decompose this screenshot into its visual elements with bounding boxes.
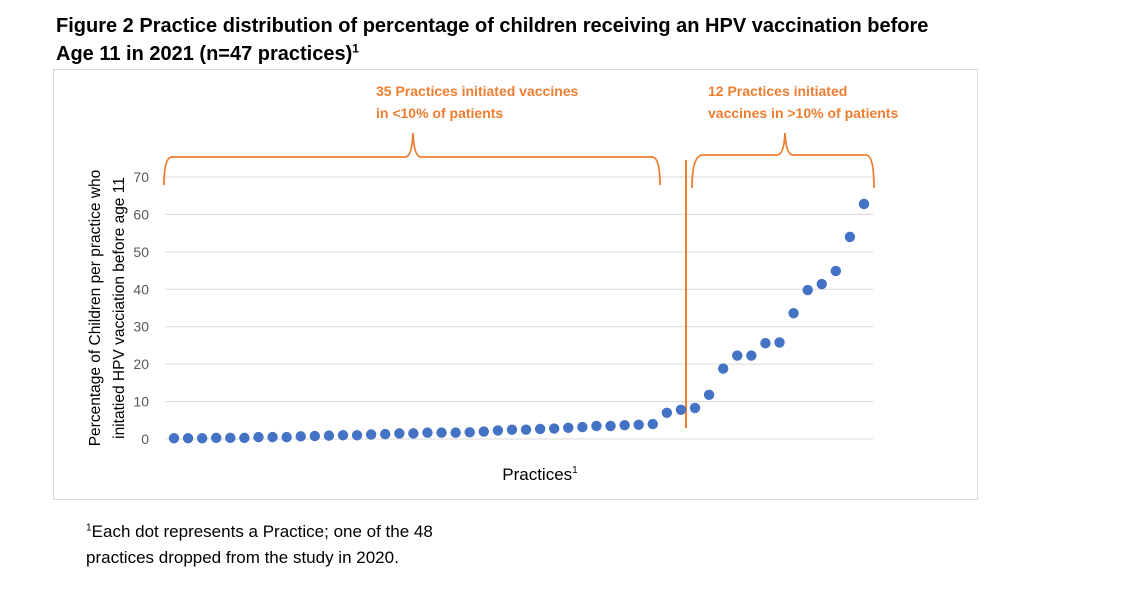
data-point (492, 425, 504, 436)
y-axis-label-line1: Percentage of Children per practice who (87, 170, 104, 447)
data-point (520, 424, 532, 435)
y-axis-label-line2: initatied HPV vacciation before age 11 (111, 177, 128, 439)
data-point (703, 389, 715, 401)
y-axis-label: Percentage of Children per practice who … (87, 170, 128, 447)
data-point (211, 432, 222, 444)
data-point (225, 432, 236, 444)
annotation-right-line1: 12 Practices initiated (708, 83, 847, 99)
y-tick-label: 20 (133, 356, 149, 372)
data-point (464, 427, 475, 438)
data-point (563, 422, 574, 433)
data-point (689, 402, 701, 414)
data-point (746, 350, 757, 361)
gridlines (165, 176, 873, 440)
data-point (323, 430, 335, 441)
left-brace (163, 132, 661, 186)
data-point (619, 419, 630, 431)
data-point (408, 428, 419, 439)
x-axis-label-sup: 1 (572, 465, 578, 476)
figure-title-sup: 1 (352, 41, 359, 56)
x-axis-label: Practices1 (502, 465, 578, 484)
data-point (549, 423, 560, 434)
data-point (309, 430, 321, 442)
figure-title: Figure 2 Practice distribution of percen… (56, 12, 1116, 68)
figure-title-line1: Figure 2 Practice distribution of percen… (56, 15, 929, 37)
data-point (506, 424, 518, 435)
data-point (380, 428, 391, 440)
footnote-line2: practices dropped from the study in 2020… (86, 548, 399, 567)
y-tick-label: 50 (133, 244, 149, 260)
footnote-line1: Each dot represents a Practice; one of t… (91, 522, 433, 541)
data-point (239, 432, 250, 444)
data-point (788, 308, 799, 319)
footnote-sup: 1 (86, 522, 92, 534)
y-tick-label: 70 (133, 169, 149, 185)
data-point (394, 428, 405, 439)
data-point (802, 284, 813, 296)
y-tick-label: 10 (133, 394, 149, 410)
data-point (436, 427, 447, 438)
data-point (295, 431, 306, 442)
data-point (760, 337, 771, 349)
data-point (253, 431, 264, 443)
data-point (168, 433, 180, 444)
y-tick-label: 30 (133, 319, 149, 335)
data-point (717, 363, 729, 374)
annotation-right-line2: vaccines in >10% of patients (708, 105, 898, 121)
data-point (844, 231, 856, 243)
data-point (633, 419, 644, 430)
data-point (422, 427, 433, 438)
data-point (182, 433, 194, 444)
right-brace (691, 132, 875, 189)
data-point (661, 407, 673, 418)
y-tick-label: 40 (133, 281, 149, 297)
y-tick-labels: 0 10 20 30 40 50 60 70 (133, 169, 149, 447)
data-point (605, 420, 616, 432)
data-point (450, 427, 461, 438)
data-point (647, 418, 658, 430)
data-point (816, 278, 827, 290)
data-point (830, 265, 842, 277)
data-points (168, 198, 870, 444)
data-point (478, 426, 489, 437)
data-point (337, 430, 349, 441)
y-tick-label: 60 (133, 206, 149, 222)
data-point (675, 404, 687, 416)
data-point (577, 421, 588, 433)
footnote: 1Each dot represents a Practice; one of … (86, 519, 433, 571)
data-point (196, 433, 208, 444)
chart-frame (53, 69, 978, 500)
figure-title-line2: Age 11 in 2021 (n=47 practices) (56, 43, 353, 65)
y-tick-label: 0 (141, 431, 149, 447)
data-point (591, 420, 602, 432)
annotation-left-line1: 35 Practices initiated vaccines (376, 83, 579, 99)
data-point (351, 430, 363, 441)
data-point (281, 431, 292, 443)
data-point (365, 429, 377, 440)
data-point (732, 350, 743, 361)
data-point (774, 337, 785, 348)
data-point (858, 198, 870, 210)
annotation-left-line2: in <10% of patients (376, 105, 503, 121)
data-point (534, 423, 546, 435)
data-point (267, 431, 278, 443)
